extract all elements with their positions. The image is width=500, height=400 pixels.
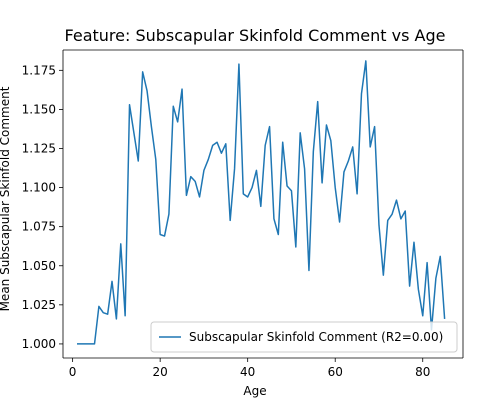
y-tick-label: 1.100 xyxy=(22,181,56,195)
y-tick-label: 1.075 xyxy=(22,220,56,234)
x-tick-label: 40 xyxy=(240,365,255,379)
chart-title: Feature: Subscapular Skinfold Comment vs… xyxy=(65,26,446,45)
y-tick-label: 1.175 xyxy=(22,63,56,77)
x-tick-label: 60 xyxy=(328,365,343,379)
legend-label: Subscapular Skinfold Comment (R2=0.00) xyxy=(189,330,443,344)
y-tick-label: 1.000 xyxy=(22,337,56,351)
y-tick-label: 1.050 xyxy=(22,259,56,273)
legend: Subscapular Skinfold Comment (R2=0.00) xyxy=(150,321,458,353)
y-tick-label: 1.025 xyxy=(22,298,56,312)
plot-area: 0 20 40 60 80 1.000 1.025 1.050 1.075 1.100 1.125 1… xyxy=(22,49,464,379)
y-axis-label: Mean Subscapular Skinfold Comment xyxy=(0,86,12,311)
legend-box xyxy=(150,321,458,353)
x-tick-label: 80 xyxy=(415,365,430,379)
x-axis-label: Age xyxy=(243,384,266,398)
y-tick-label: 1.125 xyxy=(22,141,56,155)
series-line-0 xyxy=(77,60,446,345)
y-tick-label: 1.150 xyxy=(22,102,56,116)
x-tick-label: 20 xyxy=(153,365,168,379)
x-tick-label: 0 xyxy=(69,365,77,379)
